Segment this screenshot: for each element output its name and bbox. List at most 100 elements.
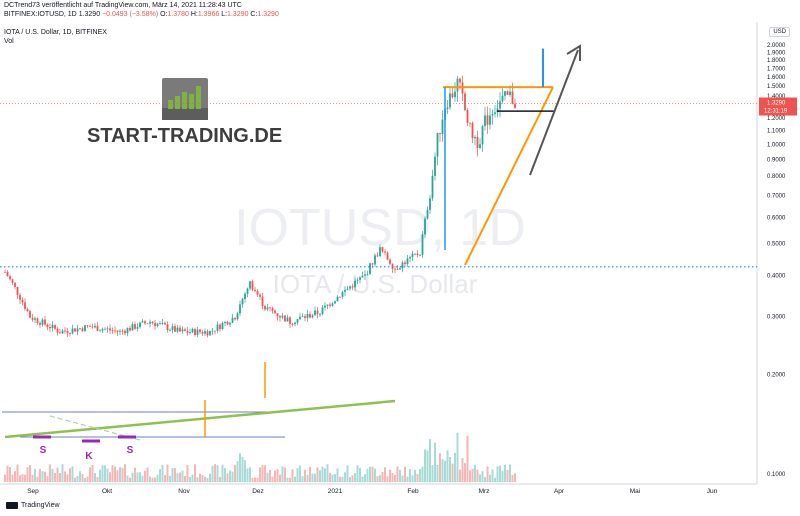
currency-label[interactable]: USD [769, 27, 790, 37]
candle-body [154, 323, 156, 326]
start-trading-logo: START-TRADING.DE [87, 78, 282, 147]
candle-body [24, 302, 26, 309]
candle-body [504, 91, 506, 96]
candle-body [114, 330, 116, 332]
volume-bar [74, 477, 76, 482]
footer: TradingView [6, 502, 60, 509]
candle-body [116, 330, 119, 332]
candle-body [11, 279, 14, 283]
volume-bar [169, 475, 171, 482]
candle-body [501, 95, 504, 102]
volume-bar [84, 477, 86, 482]
volume-bar [11, 474, 14, 482]
candle-body [71, 328, 74, 334]
volume-bar [344, 472, 346, 482]
volume-bar [281, 466, 284, 482]
candle-body [36, 318, 39, 323]
candle-body [426, 209, 429, 219]
last-price-tag [759, 97, 797, 116]
volume-bar [184, 476, 186, 482]
symbol-title: IOTA / U.S. Dollar, 1D, BITFINEX [4, 29, 107, 36]
ohlc-line: BITFINEX:IOTUSD, 1D 1.3290 −0.0493 (−3.5… [4, 11, 279, 18]
tradingview-icon [6, 502, 18, 509]
high-value: 1.3966 [197, 11, 220, 18]
candle-body [289, 317, 291, 324]
candle-body [474, 136, 476, 139]
candle-body [164, 322, 166, 325]
candle-body [411, 253, 414, 257]
volume-bar [116, 470, 119, 482]
volume-bar [339, 476, 341, 482]
candle-body [441, 119, 444, 134]
volume-bar [19, 475, 21, 482]
volume-bar [191, 474, 194, 482]
candle-body [41, 319, 44, 325]
watermark-name: IOTA / U.S. Dollar [273, 269, 478, 299]
candle-body [274, 310, 276, 314]
candle-body [64, 330, 66, 332]
volume-bar [181, 470, 184, 482]
volume-bar [119, 467, 121, 482]
volume-bar [391, 473, 394, 482]
candle-body [346, 288, 349, 290]
candle-body [194, 329, 196, 336]
candle-body [414, 253, 416, 255]
volume-bar [21, 474, 24, 482]
volume-bar [171, 468, 174, 482]
volume-bar [429, 439, 431, 482]
y-tick-label: 0.6000 [767, 215, 786, 221]
volume-bar [464, 463, 466, 482]
candle-body [434, 156, 436, 176]
volume-bar [149, 476, 151, 482]
candle-body [69, 333, 71, 334]
candle-body [146, 323, 149, 325]
volume-bar [14, 471, 16, 482]
volume-bar [166, 464, 169, 482]
candle-body [171, 326, 174, 330]
volume-bar [254, 477, 256, 482]
candle-body [44, 319, 46, 325]
candle-body [356, 279, 359, 281]
candle-body [244, 293, 246, 300]
volume-bar [151, 477, 154, 482]
candle-body [51, 324, 54, 329]
candle-body [404, 262, 406, 265]
candle-body [371, 263, 374, 265]
candle-body [199, 329, 201, 333]
candle-body [264, 306, 266, 310]
candle-body [321, 307, 324, 315]
volume-bar [294, 476, 296, 482]
candle-body [174, 326, 176, 332]
candle-body [281, 315, 284, 318]
volume-bar [419, 469, 421, 482]
volume-bar [501, 470, 504, 482]
volume-bar [194, 464, 196, 482]
volume-bar [459, 469, 461, 482]
volume-bar [439, 453, 441, 482]
y-tick-label: 2.0000 [767, 43, 786, 49]
candle-body [226, 321, 229, 325]
x-tick-label: Apr [554, 488, 565, 495]
candle-body [446, 107, 449, 109]
candle-body [74, 328, 76, 332]
green-trendline [4, 399, 396, 439]
candle-body [369, 263, 371, 274]
volume-bar [271, 476, 274, 482]
y-tick-label: 1.7000 [767, 66, 786, 72]
volume-bar [421, 466, 424, 482]
candle-body [334, 301, 336, 304]
volume-bar [486, 466, 489, 482]
volume-bar [484, 477, 486, 482]
candle-body [476, 136, 479, 148]
volume-bar [219, 477, 221, 482]
candle-body [479, 144, 481, 148]
candle-body [486, 115, 489, 125]
volume-bar [9, 467, 11, 482]
volume-bar [16, 464, 19, 482]
last-price: 1.3290 [78, 11, 101, 18]
candle-body [6, 272, 9, 277]
volume-bar [59, 472, 61, 482]
candle-body [451, 93, 454, 98]
volume-bar [414, 469, 416, 482]
